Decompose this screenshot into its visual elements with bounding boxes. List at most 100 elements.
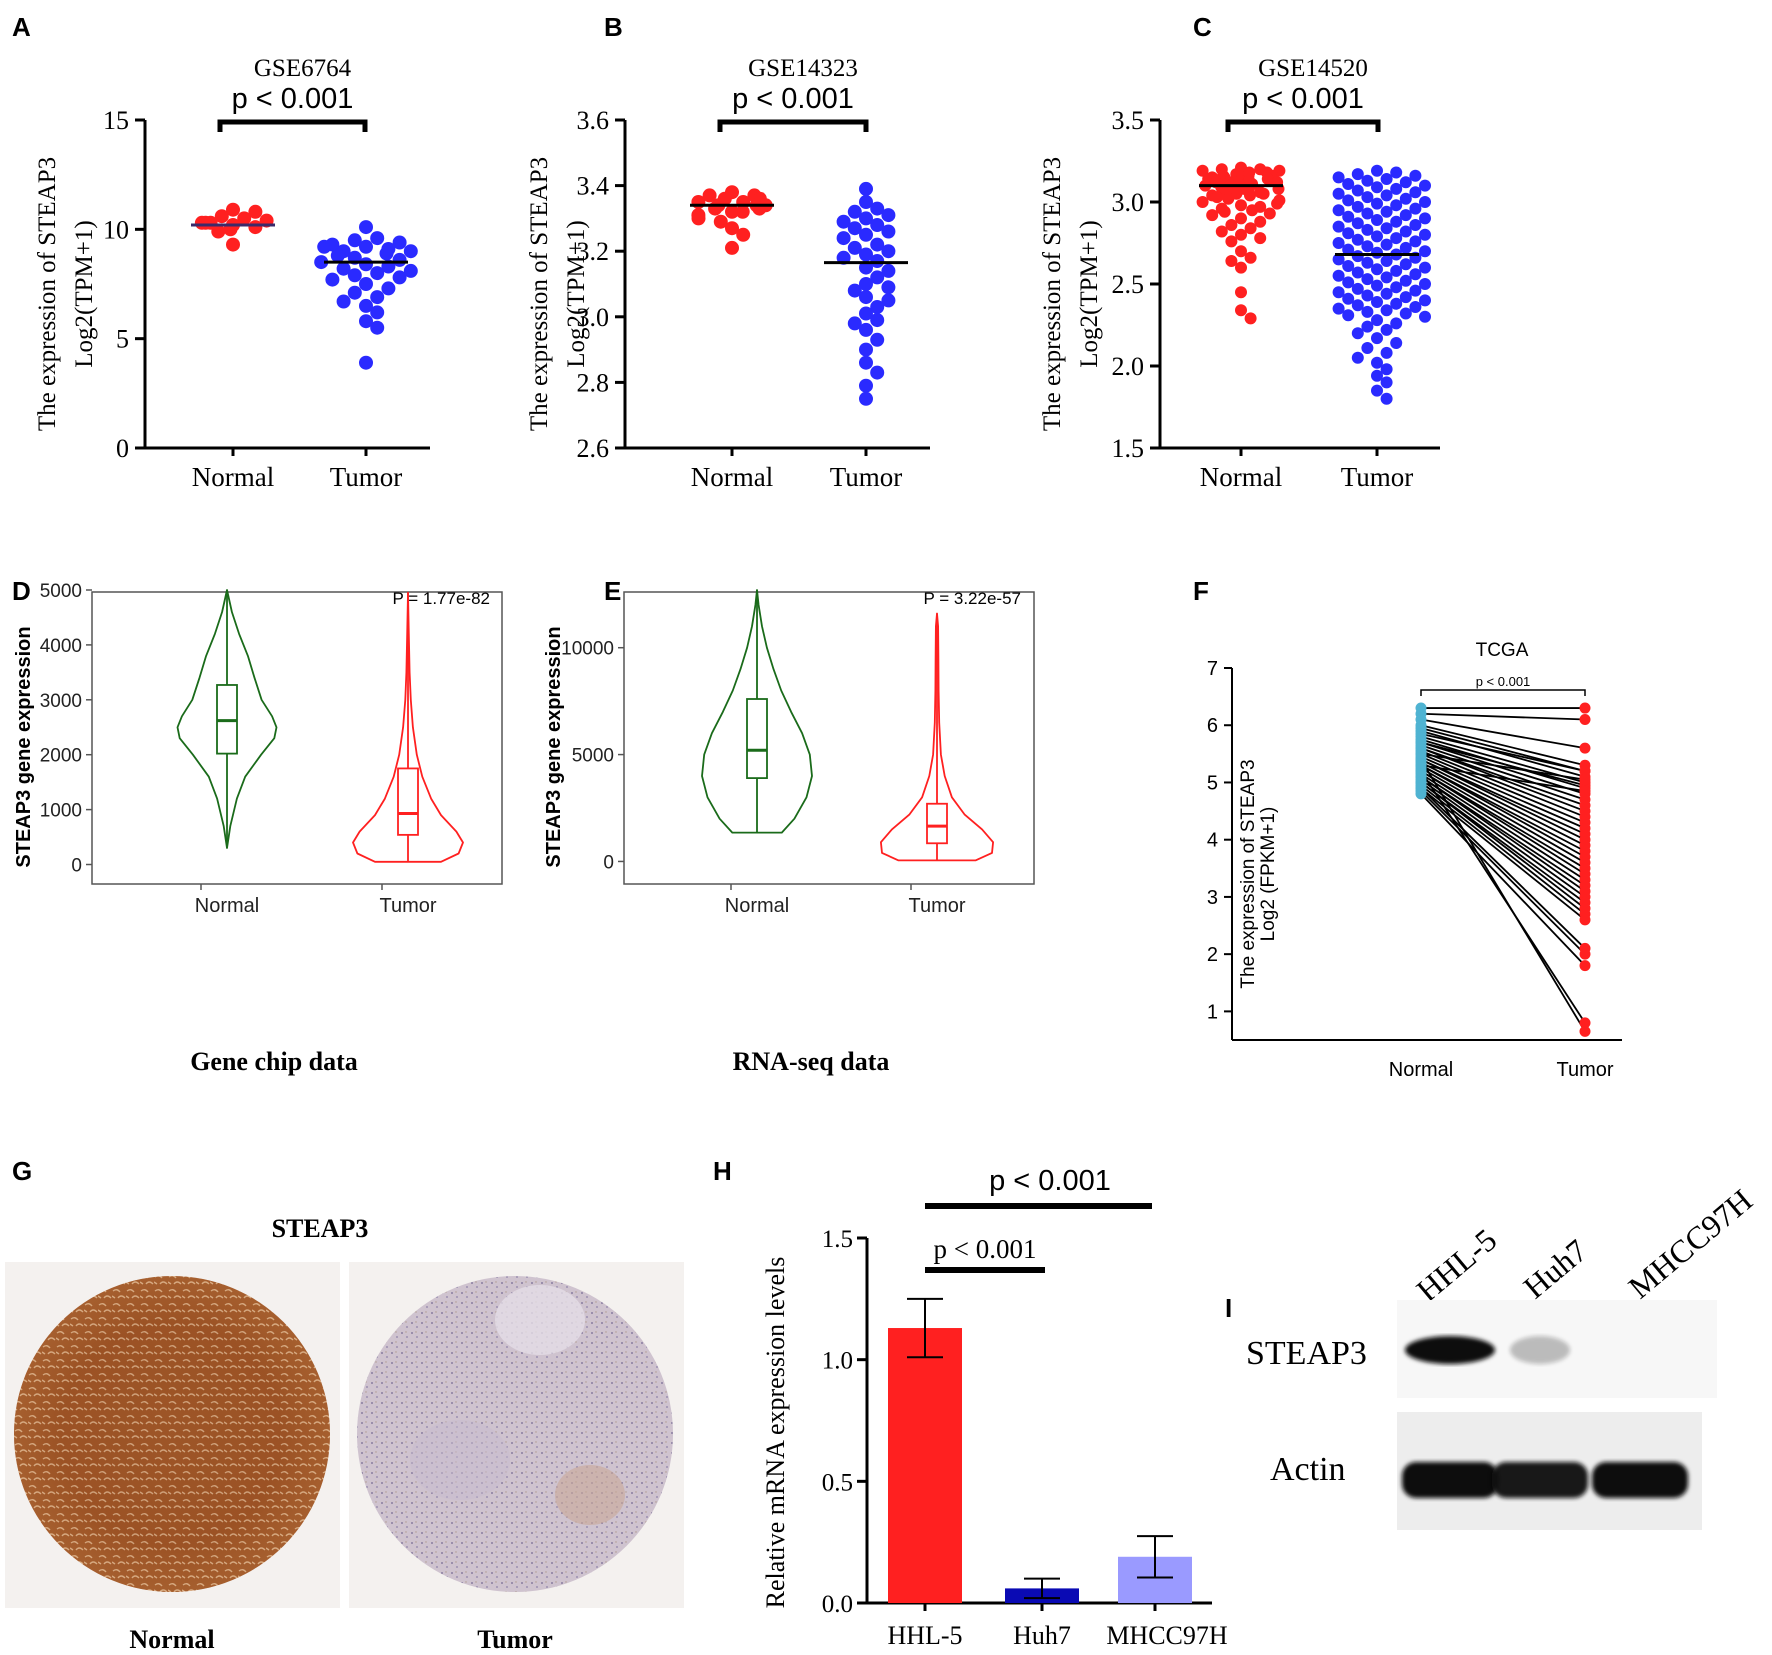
data-point [1352, 327, 1364, 339]
y-axis-label: Relative mRNA expression levels [761, 1257, 790, 1609]
y-axis-label: The expression of STEAP3 [34, 157, 61, 431]
data-point [359, 277, 373, 291]
data-point [1371, 181, 1383, 193]
data-point [1246, 204, 1258, 216]
data-point [1371, 214, 1383, 226]
plot-frame [624, 592, 1034, 884]
y-tick-label: 4 [1207, 830, 1218, 852]
normal-point [1416, 760, 1427, 771]
x-tick-label: Normal [195, 895, 259, 917]
data-point [1371, 165, 1383, 177]
data-point [359, 220, 373, 234]
data-point [708, 202, 722, 216]
data-point [348, 268, 362, 282]
y-tick-label: 15 [103, 106, 129, 135]
data-point [1371, 247, 1383, 259]
data-point [370, 290, 384, 304]
blot-band-steap3 [1510, 1336, 1570, 1364]
y-tick-label: 1000 [40, 801, 82, 822]
y-tick-label: 1.5 [1112, 434, 1145, 463]
y-tick-label: 0 [71, 856, 82, 877]
data-point [359, 356, 373, 370]
data-point [691, 195, 705, 209]
data-point [1381, 206, 1393, 218]
panel-letter-b: B [604, 12, 623, 42]
data-point [325, 273, 339, 287]
x-tick-label: Huh7 [1013, 1621, 1071, 1650]
data-point [370, 305, 384, 319]
data-point [1245, 312, 1257, 324]
data-point [1235, 304, 1247, 316]
data-point [1371, 280, 1383, 292]
p-value-label: p < 0.001 [989, 1165, 1111, 1197]
data-point [1245, 252, 1257, 264]
data-point [1381, 173, 1393, 185]
y-axis-label-line2: Log2 (FPKM+1) [1258, 807, 1279, 942]
blot-band-steap3 [1405, 1336, 1495, 1364]
ihc-normal-label: Normal [129, 1625, 214, 1654]
data-point [1206, 209, 1218, 221]
data-point [1381, 189, 1393, 201]
y-tick-label: 2.5 [1112, 270, 1145, 299]
data-point [1381, 239, 1393, 251]
data-point [859, 379, 873, 393]
data-point [1342, 309, 1354, 321]
data-point [380, 246, 394, 260]
blot-row-label-actin: Actin [1270, 1451, 1346, 1488]
data-point [359, 257, 373, 271]
box [927, 804, 947, 844]
data-point [725, 241, 739, 255]
panel-letter-c: C [1193, 12, 1212, 42]
data-point [859, 182, 873, 196]
y-tick-label: 2.6 [577, 434, 610, 463]
y-tick-label: 5 [1207, 772, 1218, 794]
data-point [1254, 232, 1266, 244]
panel-caption: Gene chip data [190, 1047, 358, 1076]
y-tick-label: 10 [103, 215, 129, 244]
data-point [837, 231, 851, 245]
blot-band-actin [1592, 1462, 1688, 1498]
bar [888, 1328, 962, 1603]
panel-a-dot-plot: 051015Normal TumorThe expression of STEAP… [34, 55, 430, 492]
data-point [1219, 206, 1231, 218]
data-point [1371, 296, 1383, 308]
data-point [1197, 196, 1209, 208]
data-point [1381, 393, 1393, 405]
tumor-point [1580, 960, 1591, 971]
data-point [211, 225, 225, 239]
data-point [870, 333, 884, 347]
p-value-label: p < 0.001 [732, 83, 854, 115]
data-point [859, 356, 873, 370]
tumor-point [1580, 914, 1591, 925]
data-point [1381, 304, 1393, 316]
y-tick-label: 1.0 [822, 1348, 853, 1375]
blot-band-actin [1492, 1462, 1588, 1498]
panel-h-bar-chart: 0.00.51.01.5Relative mRNA expression lev… [761, 1165, 1228, 1650]
p-value-label: P = 3.22e-57 [923, 589, 1021, 608]
tumor-point [1580, 786, 1591, 797]
significance-bracket [1228, 122, 1378, 132]
panel-letter-f: F [1193, 576, 1209, 606]
p-value-label: p < 0.001 [1476, 674, 1531, 689]
data-point [404, 244, 418, 258]
panel-letter-g: G [12, 1156, 32, 1186]
y-tick-label: 3.4 [577, 172, 610, 201]
data-point [859, 343, 873, 357]
panel-letter-a: A [12, 12, 31, 42]
y-tick-label: 1.5 [822, 1226, 853, 1253]
p-value-label: p < 0.001 [934, 1234, 1037, 1264]
data-point [1390, 337, 1402, 349]
data-point [1371, 198, 1383, 210]
normal-point [1416, 748, 1427, 759]
y-tick-label: 5000 [572, 746, 614, 767]
data-point [1381, 288, 1393, 300]
y-tick-label: 6 [1207, 715, 1218, 737]
x-tick-label: Tumor [379, 895, 436, 917]
box [747, 699, 767, 778]
data-point [1381, 347, 1393, 359]
data-point [859, 290, 873, 304]
x-tick-label: Normal [1389, 1059, 1453, 1081]
y-tick-label: 4000 [40, 636, 82, 657]
data-point [317, 240, 331, 254]
